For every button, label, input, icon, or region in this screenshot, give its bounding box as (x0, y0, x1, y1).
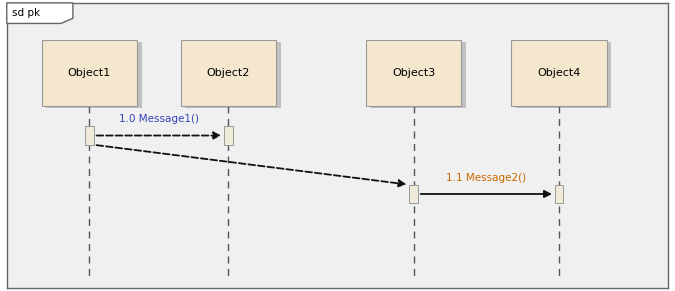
Text: Object3: Object3 (392, 68, 435, 78)
Bar (181, 40, 276, 106)
Text: Object4: Object4 (537, 68, 580, 78)
Bar (409, 185, 418, 203)
Text: sd pk: sd pk (12, 8, 40, 18)
Bar (42, 40, 137, 106)
Bar (512, 40, 607, 106)
Bar (85, 126, 94, 145)
Bar (371, 42, 466, 108)
Text: 1.1 Message2(): 1.1 Message2() (446, 173, 526, 182)
Bar (224, 126, 233, 145)
Bar (186, 42, 281, 108)
Bar (555, 185, 564, 203)
Text: Object1: Object1 (68, 68, 111, 78)
Bar (47, 42, 142, 108)
Text: 1.0 Message1(): 1.0 Message1() (119, 114, 199, 124)
Bar (366, 40, 461, 106)
Polygon shape (7, 3, 73, 24)
Text: Object2: Object2 (207, 68, 250, 78)
Bar (516, 42, 612, 108)
